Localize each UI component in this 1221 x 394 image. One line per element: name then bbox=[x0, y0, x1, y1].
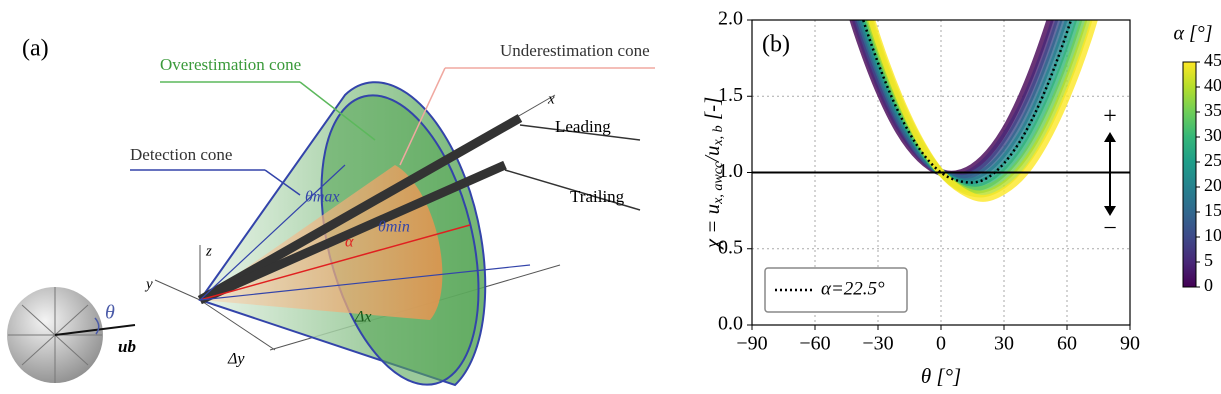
x-tick-label: 60 bbox=[1057, 333, 1077, 355]
x-tick-label: 90 bbox=[1120, 333, 1140, 355]
panel-b: −90 −60 −30 0 30 60 900.00.51.01.52.0(b)θ [°]χ… bbox=[700, 8, 1221, 388]
theta-min-label: θmin bbox=[378, 219, 410, 236]
colorbar-tick-label: 20 bbox=[1204, 175, 1221, 195]
colorbar-tick-label: 30 bbox=[1204, 125, 1221, 145]
max-ray bbox=[199, 164, 346, 301]
x-axis-label: θ [°] bbox=[921, 364, 961, 388]
theta-max-label: θmax bbox=[305, 189, 340, 206]
colorbar-tick-label: 5 bbox=[1204, 250, 1213, 270]
y-axis-label-part: [-] bbox=[700, 97, 724, 126]
colorbar-tick-label: 10 bbox=[1204, 225, 1221, 245]
reference-curve bbox=[861, 20, 1073, 184]
axis-y: y bbox=[144, 276, 153, 292]
under-cone-label: Underestimation cone bbox=[500, 41, 650, 60]
dy-label: Δy bbox=[227, 351, 245, 368]
detection-cone-label: Detection cone bbox=[130, 145, 232, 164]
alpha-label: α bbox=[345, 234, 354, 251]
dx-label: Δx bbox=[354, 309, 372, 326]
annotation: − bbox=[1103, 216, 1117, 242]
theta-arc bbox=[94, 317, 100, 335]
axis-x: x bbox=[547, 91, 555, 107]
y-tick-label: 2.0 bbox=[718, 8, 743, 30]
over-cone-label: Overestimation cone bbox=[160, 55, 301, 74]
curve bbox=[867, 20, 1098, 202]
x-tick-label: −60 bbox=[799, 333, 830, 355]
annotation: + bbox=[1103, 104, 1117, 130]
x-tick-label: −30 bbox=[862, 333, 893, 355]
legend-box bbox=[764, 267, 908, 313]
panel-label: (a) bbox=[22, 36, 49, 62]
leaders bbox=[130, 67, 655, 211]
plot-area bbox=[849, 20, 1098, 202]
colorbar-tick-label: 35 bbox=[1204, 100, 1221, 120]
axis-z: z bbox=[205, 243, 212, 259]
trailing-probe bbox=[198, 160, 507, 305]
y-axis-label-part: x, b bbox=[711, 125, 726, 146]
velocity-arrow bbox=[54, 324, 136, 336]
leading-label: Leading bbox=[555, 117, 611, 136]
colorbar-tick-label: 15 bbox=[1204, 200, 1221, 220]
x-tick-label: −90 bbox=[736, 333, 767, 355]
min-ray bbox=[199, 264, 531, 301]
x-tick-label: 0 bbox=[936, 333, 946, 355]
colorbar bbox=[1182, 61, 1197, 288]
legend-label: α=22.5° bbox=[821, 278, 885, 299]
colorbar-title: α [°] bbox=[1173, 23, 1212, 45]
y-axis-label-part: χ = u bbox=[700, 204, 724, 250]
axes-frame bbox=[751, 19, 1131, 326]
x-tick-label: 30 bbox=[994, 333, 1014, 355]
colorbar-tick-label: 45 bbox=[1204, 50, 1221, 70]
y-tick-label: 0.0 bbox=[718, 313, 743, 335]
panel-label: (b) bbox=[762, 32, 790, 58]
leading-probe bbox=[197, 114, 523, 304]
colorbar-tick-label: 25 bbox=[1204, 150, 1221, 170]
y-axis-label-part: x, awcc bbox=[711, 161, 726, 205]
theta-label: θ bbox=[105, 302, 115, 324]
y-tick-label: 0.5 bbox=[718, 236, 743, 258]
arrow-head bbox=[1104, 132, 1116, 216]
trailing-label: Trailing bbox=[570, 187, 625, 206]
y-tick-label: 1.5 bbox=[718, 84, 743, 106]
colorbar-tick-label: 0 bbox=[1204, 275, 1213, 295]
velocity-label: ub bbox=[118, 337, 136, 356]
panel-a: (a) θ ub z y x bbox=[7, 36, 655, 387]
y-axis-label-part: /u bbox=[700, 146, 724, 163]
colorbar-tick-label: 40 bbox=[1204, 75, 1221, 95]
y-axis-label: χ = ux, awcc/ux, b [-] bbox=[700, 97, 726, 251]
alpha-ray bbox=[199, 224, 471, 301]
y-tick-label: 1.0 bbox=[718, 160, 743, 182]
